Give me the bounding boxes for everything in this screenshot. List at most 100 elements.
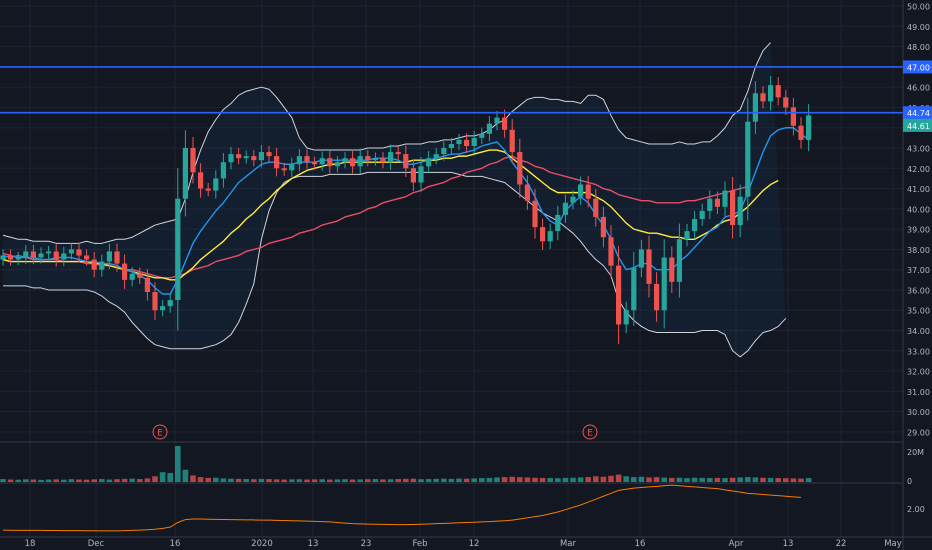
volume-bar — [395, 479, 401, 482]
grid — [0, 0, 903, 537]
volume-bar — [501, 477, 508, 482]
candle-body — [494, 117, 500, 124]
candle-body — [312, 162, 318, 165]
volume-bar — [418, 479, 424, 482]
volume-bars — [0, 446, 812, 482]
price-tick-label: 29.00 — [907, 428, 930, 437]
volume-bar — [144, 478, 151, 482]
earnings-marker-label: E — [587, 429, 593, 439]
volume-bar — [296, 479, 303, 482]
volume-tick-label: 20M — [907, 448, 924, 457]
volume-bar — [0, 479, 6, 482]
candle-body — [464, 139, 470, 146]
candle-body — [775, 85, 781, 98]
volume-bar — [30, 479, 37, 482]
volume-bar — [767, 477, 774, 482]
candle-body — [722, 190, 728, 207]
volume-bar — [342, 479, 348, 482]
volume-bar — [722, 478, 728, 482]
candle-body — [790, 107, 796, 126]
candle-body — [319, 158, 325, 165]
candle-body — [129, 273, 135, 280]
volume-bar — [266, 479, 272, 482]
volume-bar — [23, 479, 29, 482]
volume-bar — [638, 476, 645, 482]
volume-bar — [433, 478, 439, 482]
volume-bar — [494, 477, 500, 482]
earnings-marker: E — [152, 424, 168, 440]
candle-body — [593, 198, 599, 217]
candle-body — [699, 210, 705, 219]
candle-body — [403, 154, 409, 169]
candle-body — [707, 198, 713, 211]
time-tick-label: Apr — [729, 539, 744, 549]
candle-body — [426, 158, 432, 167]
candle-body — [509, 129, 515, 153]
candle-body — [8, 255, 14, 260]
bollinger-upper-line — [2, 42, 771, 244]
volume-bar — [653, 477, 660, 482]
candle-body — [68, 249, 74, 254]
candle-body — [46, 251, 52, 254]
volume-bar — [783, 478, 789, 482]
price-tick-label: 37.00 — [907, 266, 930, 275]
volume-bar — [441, 478, 447, 482]
earnings-marker-circle — [152, 424, 168, 440]
volume-bar — [304, 479, 310, 482]
price-tick-label: 43.00 — [907, 145, 930, 154]
price-tick-label: 48.00 — [907, 43, 930, 52]
candle-body — [15, 257, 21, 260]
volume-bar — [281, 479, 287, 482]
volume-bar — [562, 477, 569, 482]
candle-body — [616, 265, 622, 325]
price-tick-label: 34.00 — [907, 327, 930, 336]
bollinger-lower-line — [3, 171, 787, 358]
volume-bar — [83, 479, 90, 482]
price-tick-label: 50.00 — [907, 3, 930, 12]
price-tick-label: 40.00 — [907, 205, 930, 214]
candle-body — [570, 196, 576, 203]
volume-bar — [463, 478, 470, 482]
candle-body — [213, 178, 219, 191]
candle-body — [76, 249, 82, 256]
volume-bar — [448, 478, 455, 482]
time-tick-label: 13 — [308, 539, 319, 549]
volume-bar — [729, 477, 736, 482]
volume-tick-label: 0 — [907, 477, 912, 486]
volume-bar — [623, 476, 629, 482]
volume-bar — [91, 479, 97, 482]
volume-bar — [600, 476, 607, 482]
candle-body — [433, 154, 439, 159]
volume-bar — [68, 479, 75, 482]
volume-bar — [539, 477, 546, 482]
candle-body — [342, 158, 348, 163]
volume-bar — [585, 477, 591, 482]
volume-bar — [547, 478, 553, 482]
candle-body — [714, 198, 720, 207]
candle-body — [608, 237, 614, 266]
candle-body — [524, 184, 530, 201]
candle-body — [669, 257, 675, 282]
volume-bar — [289, 479, 295, 482]
price-label-text: 44.74 — [907, 109, 930, 118]
candle-body — [730, 190, 736, 226]
volume-bar — [524, 477, 531, 482]
earnings-marker-label: E — [157, 429, 163, 439]
candle-body — [114, 251, 120, 264]
volume-bar — [197, 477, 204, 482]
candle-body — [251, 156, 257, 161]
time-tick-label: 13 — [783, 539, 794, 549]
price-tick-label: 39.00 — [907, 226, 930, 235]
earnings-marker: E — [582, 424, 598, 440]
volume-bar — [258, 478, 265, 482]
candle-body — [600, 216, 606, 238]
volume-bar — [608, 475, 614, 482]
volume-bar — [805, 478, 812, 482]
volume-bar — [213, 477, 219, 482]
price-tick-label: 30.00 — [907, 408, 930, 417]
volume-bar — [676, 477, 683, 482]
candle-body — [198, 172, 204, 189]
volume-bar — [175, 446, 181, 482]
candles — [0, 76, 812, 345]
